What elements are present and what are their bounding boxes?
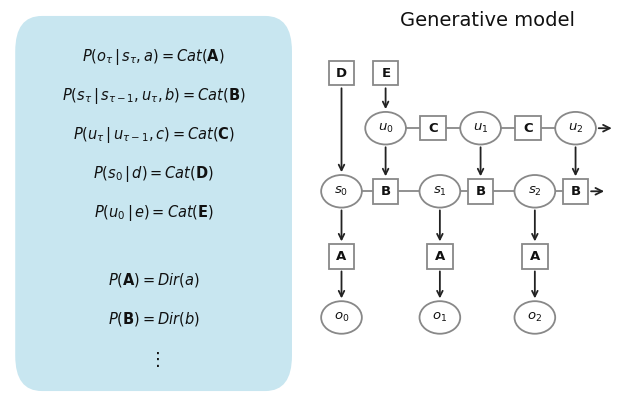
Bar	[373, 179, 398, 204]
Text: $\mathbf{A}$: $\mathbf{A}$	[529, 250, 541, 263]
Text: $s_1$: $s_1$	[433, 185, 447, 198]
Bar	[329, 61, 354, 85]
Ellipse shape	[420, 175, 460, 208]
Text: $o_1$: $o_1$	[432, 311, 447, 324]
Ellipse shape	[321, 175, 362, 208]
FancyBboxPatch shape	[15, 16, 292, 391]
Text: $o_0$: $o_0$	[334, 311, 349, 324]
Text: $P(s_0\,|\,d)=Cat(\mathbf{D})$: $P(s_0\,|\,d)=Cat(\mathbf{D})$	[93, 164, 214, 184]
Ellipse shape	[515, 301, 555, 334]
Text: $\mathbf{B}$: $\mathbf{B}$	[570, 185, 581, 198]
Ellipse shape	[460, 112, 501, 144]
Text: Generative model: Generative model	[400, 11, 575, 30]
Bar	[468, 179, 493, 204]
Ellipse shape	[556, 112, 596, 144]
Bar	[329, 244, 354, 269]
Ellipse shape	[515, 175, 555, 208]
Text: $P(\mathbf{A})=Dir(a)$: $P(\mathbf{A})=Dir(a)$	[108, 271, 200, 289]
Bar	[515, 116, 541, 140]
Text: $s_2$: $s_2$	[528, 185, 541, 198]
Text: $\mathbf{C}$: $\mathbf{C}$	[523, 122, 534, 135]
Ellipse shape	[365, 112, 406, 144]
Text: $P(s_{\tau}\,|\,s_{\tau-1},u_{\tau},b)=Cat(\mathbf{B})$: $P(s_{\tau}\,|\,s_{\tau-1},u_{\tau},b)=C…	[61, 86, 246, 106]
Text: $\mathbf{B}$: $\mathbf{B}$	[475, 185, 486, 198]
Bar	[563, 179, 588, 204]
Ellipse shape	[420, 301, 460, 334]
Text: $\mathbf{C}$: $\mathbf{C}$	[428, 122, 438, 135]
Bar	[420, 116, 446, 140]
Text: $P(u_{\tau}\,|\,u_{\tau-1},c)=Cat(\mathbf{C})$: $P(u_{\tau}\,|\,u_{\tau-1},c)=Cat(\mathb…	[72, 125, 235, 145]
Text: $\mathbf{D}$: $\mathbf{D}$	[335, 67, 348, 80]
Bar	[522, 244, 548, 269]
Bar	[427, 244, 452, 269]
Text: $\mathbf{A}$: $\mathbf{A}$	[335, 250, 348, 263]
Text: $P(o_{\tau}\,|\,s_{\tau},a)=Cat(\mathbf{A})$: $P(o_{\tau}\,|\,s_{\tau},a)=Cat(\mathbf{…	[83, 47, 225, 67]
Text: $u_2$: $u_2$	[568, 122, 583, 135]
Ellipse shape	[321, 301, 362, 334]
Text: $u_0$: $u_0$	[378, 122, 394, 135]
Text: $u_1$: $u_1$	[473, 122, 488, 135]
Text: $\mathbf{E}$: $\mathbf{E}$	[381, 67, 390, 80]
Text: $o_2$: $o_2$	[527, 311, 542, 324]
Text: $P(\mathbf{B})=Dir(b)$: $P(\mathbf{B})=Dir(b)$	[108, 310, 200, 328]
Text: $\vdots$: $\vdots$	[148, 350, 159, 369]
Text: $\mathbf{B}$: $\mathbf{B}$	[380, 185, 391, 198]
Text: $P(u_0\,|\,e)=Cat(\mathbf{E})$: $P(u_0\,|\,e)=Cat(\mathbf{E})$	[93, 203, 214, 223]
Text: $s_0$: $s_0$	[335, 185, 349, 198]
Text: $\mathbf{A}$: $\mathbf{A}$	[434, 250, 446, 263]
Bar	[373, 61, 398, 85]
